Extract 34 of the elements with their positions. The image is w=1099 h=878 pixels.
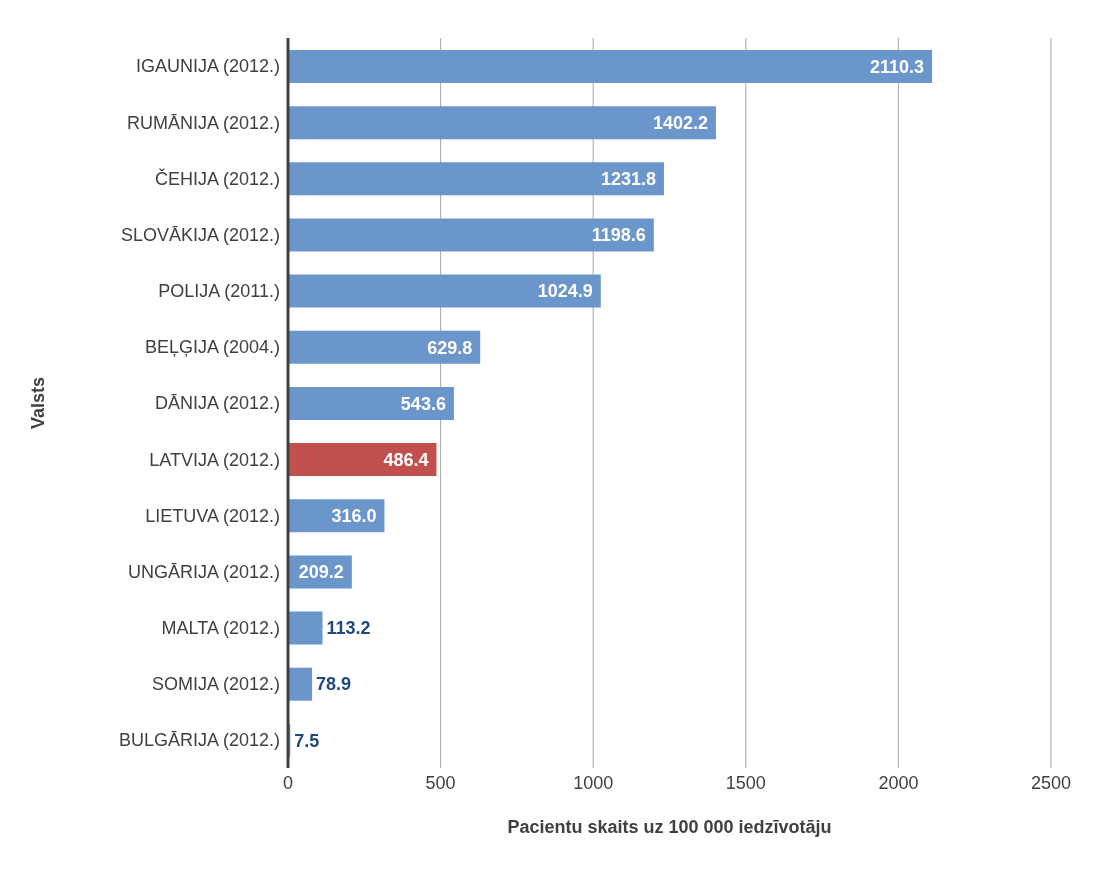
y-axis-title: Valsts xyxy=(28,376,49,430)
data-label: 78.9 xyxy=(316,674,352,695)
x-tick-label: 500 xyxy=(425,772,456,793)
data-label: 1231.8 xyxy=(600,169,656,190)
y-tick-label: RUMĀNIJA (2012.) xyxy=(126,112,280,133)
y-tick-label: ČEHIJA (2012.) xyxy=(154,167,280,189)
y-tick-label: DĀNIJA (2012.) xyxy=(154,393,280,414)
data-label: 316.0 xyxy=(331,506,377,527)
y-tick-label: IGAUNIJA (2012.) xyxy=(135,56,280,77)
x-tick-label: 2500 xyxy=(1030,772,1072,793)
y-tick-label: BULGĀRIJA (2012.) xyxy=(118,730,280,751)
data-label: 1024.9 xyxy=(537,281,593,302)
data-label: 486.4 xyxy=(383,449,429,470)
data-label: 113.2 xyxy=(326,618,371,639)
data-label: 1402.2 xyxy=(652,112,708,133)
y-tick-label: MALTA (2012.) xyxy=(161,618,280,639)
y-tick-label: LATVIJA (2012.) xyxy=(149,449,280,470)
x-tick-label: 2000 xyxy=(878,772,919,793)
y-tick-label: SLOVĀKIJA (2012.) xyxy=(120,224,280,245)
data-label: 209.2 xyxy=(298,562,344,583)
data-label: 2110.3 xyxy=(870,56,925,77)
x-tick-label: 1000 xyxy=(573,772,614,793)
data-label: 7.5 xyxy=(294,730,320,751)
y-tick-label: LIETUVA (2012.) xyxy=(145,505,280,526)
data-label: 629.8 xyxy=(427,337,473,358)
y-tick-label: BEĻĢIJA (2004.) xyxy=(144,337,280,358)
x-tick-label: 0 xyxy=(282,772,294,793)
y-tick-label: UNGĀRIJA (2012.) xyxy=(127,561,280,582)
data-label: 1198.6 xyxy=(591,225,646,246)
data-label: 543.6 xyxy=(400,393,446,414)
x-axis-title: Pacientu skaits uz 100 000 iedzīvotāju xyxy=(507,817,832,837)
x-tick-label: 1500 xyxy=(725,772,766,793)
y-tick-label: SOMIJA (2012.) xyxy=(151,674,280,695)
y-tick-label: POLIJA (2011.) xyxy=(158,281,280,302)
